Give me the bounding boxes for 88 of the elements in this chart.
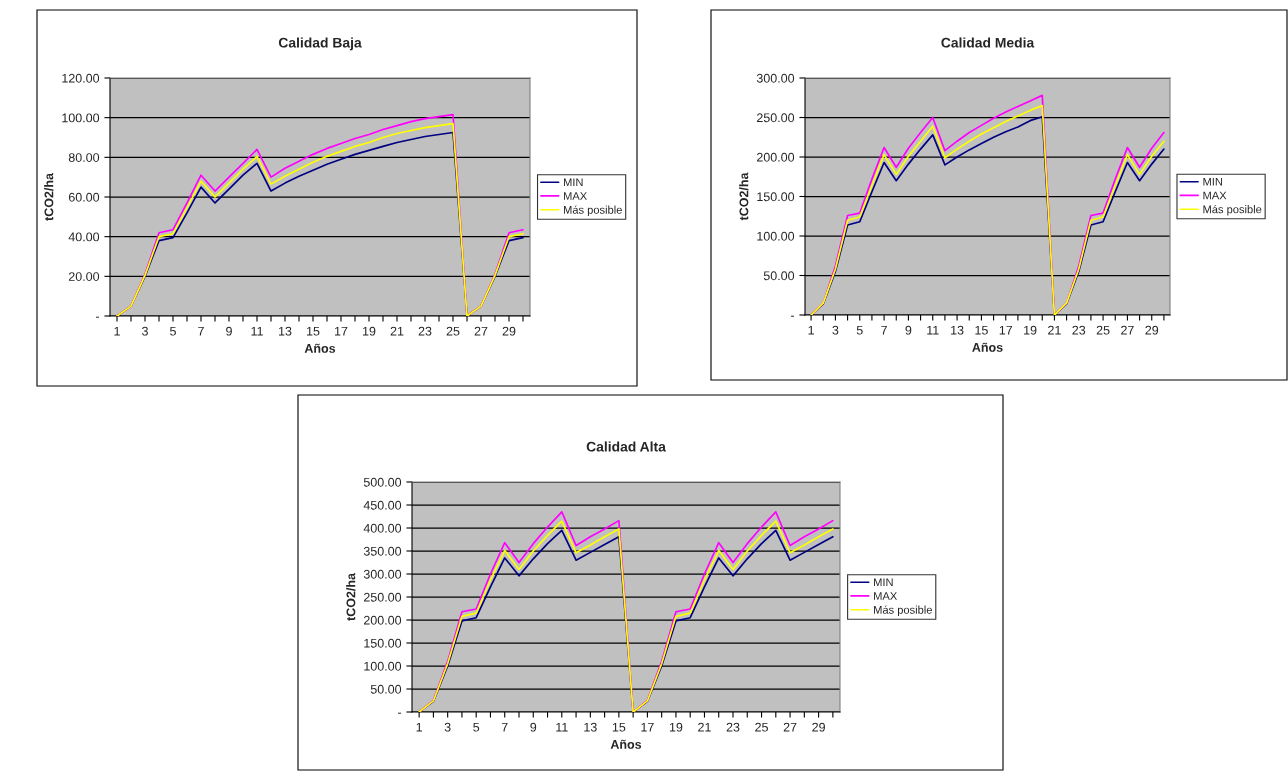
legend-label: MIN (564, 178, 583, 187)
x-tick-label: 3 (832, 325, 839, 335)
y-tick-label: 500.00 (363, 477, 402, 487)
y-axis-title: tCO2/ha (739, 172, 749, 221)
y-tick-label: 100.00 (364, 661, 402, 671)
x-tick-label: 23 (418, 326, 432, 336)
legend-label: MAX (874, 592, 898, 600)
x-tick-label: 17 (999, 325, 1013, 335)
x-tick-label: 15 (307, 326, 320, 336)
x-tick-label: 11 (556, 722, 568, 732)
x-tick-label: 29 (502, 326, 516, 336)
x-tick-label: 21 (1048, 325, 1061, 335)
y-tick-label: 450.00 (363, 500, 402, 510)
x-tick-label: 29 (1145, 325, 1159, 335)
x-tick-label: 25 (1096, 325, 1110, 335)
x-tick-label: 27 (474, 326, 488, 336)
x-tick-label: 9 (226, 326, 232, 336)
chart-title: Calidad Alta (586, 441, 666, 452)
x-tick-label: 3 (142, 326, 148, 336)
y-tick-label: 50.00 (370, 684, 402, 694)
x-tick-label: 13 (951, 325, 964, 335)
y-tick-label: - (790, 315, 795, 317)
y-tick-label: 150.00 (757, 192, 795, 202)
y-tick-label: 150.00 (364, 638, 402, 648)
x-tick-label: 27 (1121, 325, 1134, 335)
x-tick-label: 5 (473, 722, 480, 732)
x-tick-label: 15 (975, 325, 988, 335)
x-tick-label: 15 (612, 722, 626, 732)
y-tick-label: 100.00 (757, 231, 795, 241)
x-tick-label: 13 (279, 326, 292, 336)
x-axis-title: Años (304, 343, 336, 353)
x-tick-label: 23 (726, 722, 740, 732)
x-tick-label: 21 (698, 722, 711, 732)
y-tick-label: 300.00 (363, 569, 402, 579)
y-axis-title: tCO2/ha (44, 172, 54, 221)
x-tick-label: 11 (927, 325, 939, 335)
y-tick-label: 50.00 (763, 271, 795, 281)
x-tick-label: 5 (170, 326, 176, 336)
x-tick-label: 7 (501, 722, 508, 732)
y-tick-label: - (95, 316, 100, 318)
y-tick-label: 350.00 (363, 546, 402, 556)
chart-title: Calidad Media (941, 37, 1035, 48)
x-tick-label: 1 (808, 325, 814, 335)
x-tick-label: 17 (335, 326, 348, 336)
x-tick-label: 11 (251, 326, 263, 336)
x-tick-label: 29 (812, 722, 825, 732)
legend-label: MAX (1203, 191, 1227, 200)
x-tick-label: 19 (363, 326, 376, 336)
x-tick-label: 19 (669, 722, 683, 732)
y-tick-label: 300.00 (756, 73, 795, 83)
y-tick-label: 120.00 (62, 73, 100, 83)
x-tick-label: 27 (783, 722, 797, 732)
y-tick-label: 200.00 (363, 615, 402, 625)
x-tick-label: 7 (881, 325, 887, 335)
legend-label: Más posible (564, 205, 622, 216)
y-tick-label: 200.00 (756, 152, 795, 162)
chart-title: Calidad Baja (278, 37, 362, 51)
y-tick-label: 80.00 (68, 153, 100, 162)
y-tick-label: 100.00 (62, 113, 100, 123)
x-axis-title: Años (972, 342, 1003, 352)
y-tick-label: 40.00 (68, 232, 100, 242)
x-tick-label: 13 (584, 722, 597, 732)
x-tick-label: 9 (530, 722, 537, 732)
x-axis-title: Años (610, 739, 642, 749)
y-tick-label: 250.00 (756, 113, 795, 123)
y-tick-label: - (397, 712, 402, 714)
x-tick-label: 1 (114, 326, 120, 336)
x-tick-label: 1 (416, 722, 422, 732)
y-tick-label: 20.00 (68, 272, 100, 281)
x-tick-label: 7 (198, 326, 204, 336)
y-tick-label: 60.00 (68, 192, 100, 202)
legend-label: Más posible (874, 605, 932, 616)
y-tick-label: 400.00 (363, 523, 402, 533)
x-tick-label: 25 (755, 722, 768, 732)
legend-label: MIN (874, 578, 893, 587)
legend-label: MIN (1203, 177, 1222, 186)
x-tick-label: 25 (446, 326, 460, 336)
x-tick-label: 19 (1024, 325, 1037, 335)
x-tick-label: 5 (856, 325, 863, 335)
x-tick-label: 17 (641, 722, 654, 732)
x-tick-label: 9 (905, 325, 912, 335)
y-tick-label: 250.00 (363, 592, 402, 602)
legend-label: Más posible (1203, 204, 1262, 216)
x-tick-label: 21 (390, 326, 404, 336)
y-axis-title: tCO2/ha (346, 572, 356, 621)
x-tick-label: 23 (1072, 325, 1086, 335)
x-tick-label: 3 (444, 722, 451, 732)
legend-label: MAX (564, 192, 587, 200)
